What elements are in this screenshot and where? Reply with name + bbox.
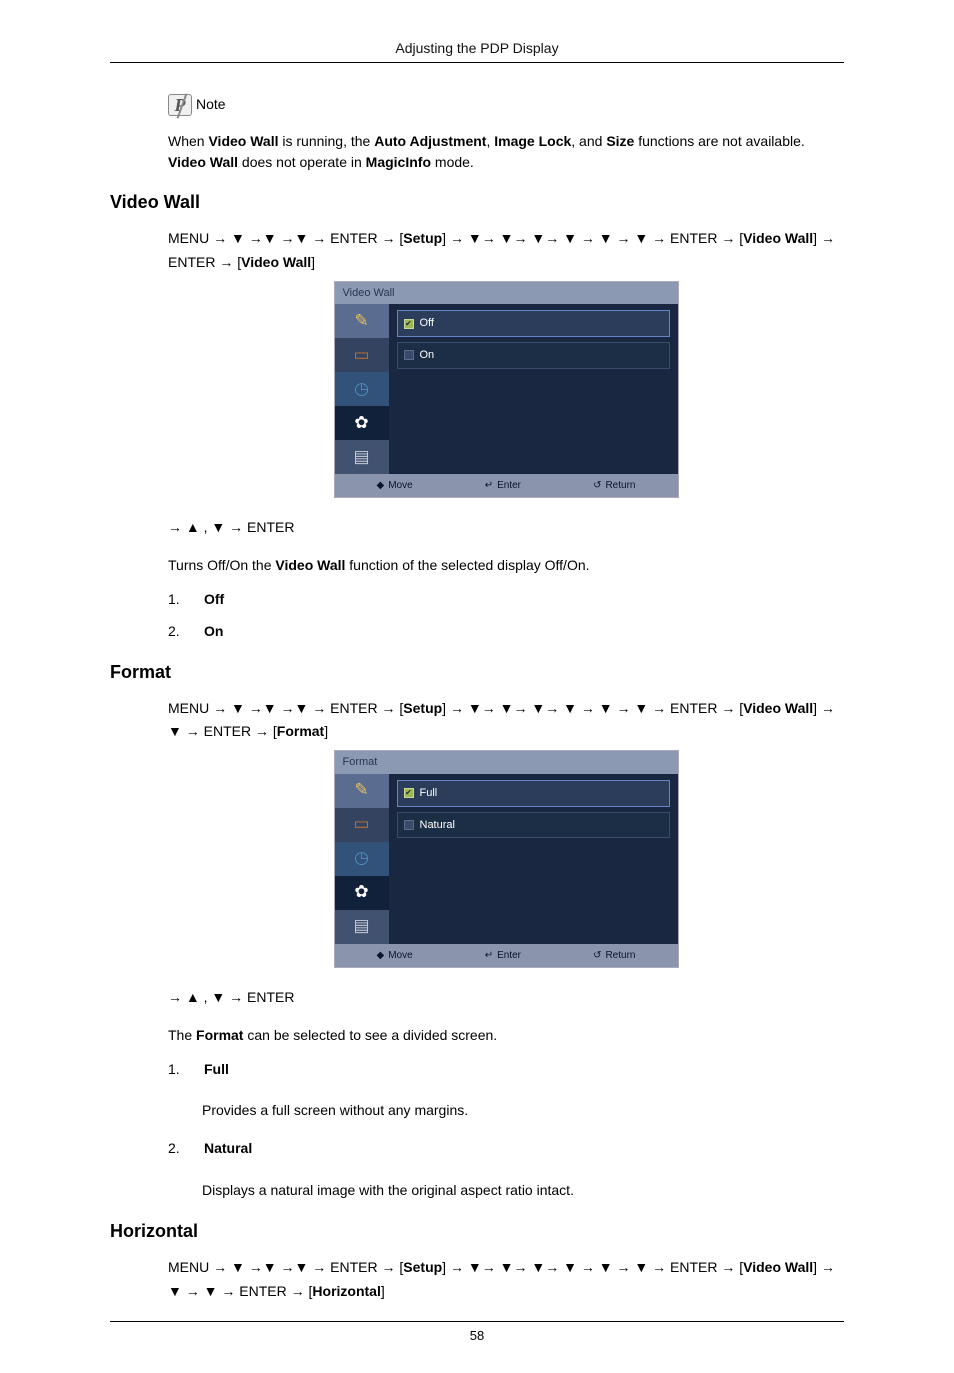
nav-horizontal: MENU → ▼ →▼ →▼ → ENTER → [Setup] → ▼→ ▼→…	[168, 1256, 844, 1304]
list-video-wall: 1.Off 2.On	[168, 588, 844, 644]
osd-option-off[interactable]: ✔Off	[397, 310, 670, 337]
heading-format: Format	[110, 662, 844, 683]
enter-icon: ↵	[485, 477, 493, 494]
osd-sidebar: ✎ ▭ ◷ ✿ ▤	[335, 304, 389, 474]
osd-option-on[interactable]: On	[397, 342, 670, 369]
desc-natural: Displays a natural image with the origin…	[202, 1179, 844, 1203]
note-body: When Video Wall is running, the Auto Adj…	[168, 131, 844, 174]
enter-icon: ↵	[485, 947, 493, 964]
picture-icon: ▭	[335, 808, 389, 842]
osd-footer: ◆ Move ↵ Enter ↺ Return	[335, 474, 678, 497]
post-nav-vw: → ▲ , ▼ → ENTER	[168, 516, 844, 540]
heading-horizontal: Horizontal	[110, 1221, 844, 1242]
desc-video-wall: Turns Off/On the Video Wall function of …	[168, 554, 844, 578]
osd-option-full[interactable]: ✔Full	[397, 780, 670, 807]
nav-format: MENU → ▼ →▼ →▼ → ENTER → [Setup] → ▼→ ▼→…	[168, 697, 844, 745]
doc-icon: ▤	[335, 440, 389, 474]
list-item: 1.Full	[168, 1058, 844, 1082]
note-icon: P	[168, 94, 192, 116]
move-icon: ◆	[377, 477, 385, 494]
doc-icon: ▤	[335, 910, 389, 944]
brush-icon: ✎	[335, 304, 389, 338]
note-label: Note	[196, 93, 226, 117]
osd-footer: ◆ Move ↵ Enter ↺ Return	[335, 944, 678, 967]
osd-menu-format: Format ✎ ▭ ◷ ✿ ▤ ✔Full Natural	[334, 750, 679, 968]
heading-video-wall: Video Wall	[110, 192, 844, 213]
page-number: 58	[110, 1321, 844, 1343]
post-nav-format: → ▲ , ▼ → ENTER	[168, 986, 844, 1010]
nav-video-wall: MENU → ▼ →▼ →▼ → ENTER → [Setup] → ▼→ ▼→…	[168, 227, 844, 275]
list-format-2: 2.Natural	[168, 1137, 844, 1161]
osd-title: Format	[335, 751, 678, 774]
osd-title: Video Wall	[335, 282, 678, 305]
list-item: 2.Natural	[168, 1137, 844, 1161]
return-icon: ↺	[593, 477, 601, 494]
gear-icon: ✿	[335, 876, 389, 910]
return-icon: ↺	[593, 947, 601, 964]
clock-icon: ◷	[335, 372, 389, 406]
osd-menu-video-wall: Video Wall ✎ ▭ ◷ ✿ ▤ ✔Off On	[334, 281, 679, 499]
clock-icon: ◷	[335, 842, 389, 876]
brush-icon: ✎	[335, 774, 389, 808]
gear-icon: ✿	[335, 406, 389, 440]
page-header: Adjusting the PDP Display	[110, 40, 844, 63]
osd-option-natural[interactable]: Natural	[397, 812, 670, 839]
desc-full: Provides a full screen without any margi…	[202, 1099, 844, 1123]
osd-sidebar: ✎ ▭ ◷ ✿ ▤	[335, 774, 389, 944]
move-icon: ◆	[377, 947, 385, 964]
list-item: 2.On	[168, 620, 844, 644]
picture-icon: ▭	[335, 338, 389, 372]
list-item: 1.Off	[168, 588, 844, 612]
list-format: 1.Full	[168, 1058, 844, 1082]
desc-format: The Format can be selected to see a divi…	[168, 1024, 844, 1048]
